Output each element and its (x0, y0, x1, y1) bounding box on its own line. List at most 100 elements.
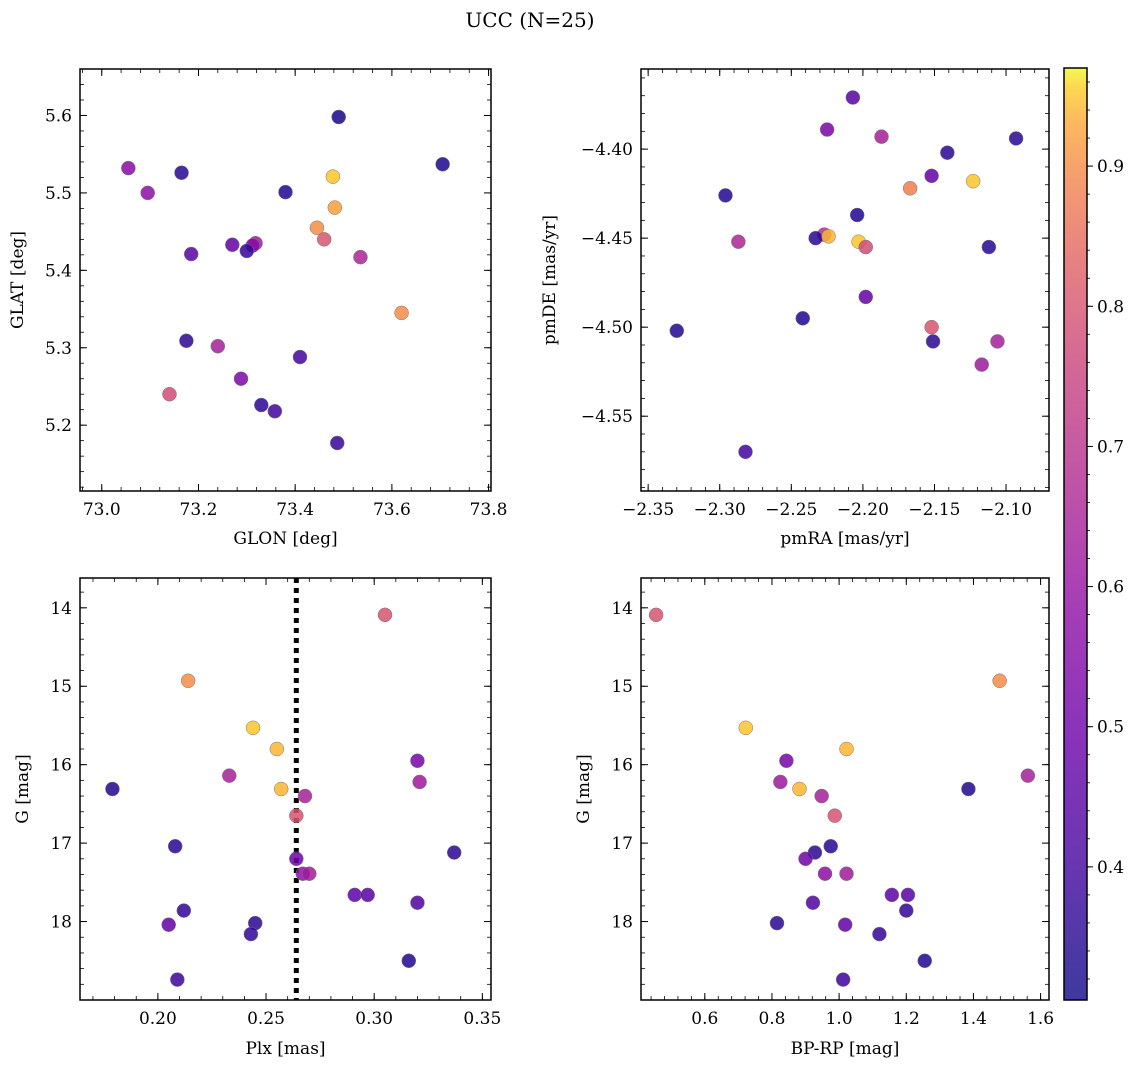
scatter-point (738, 720, 754, 736)
panel-frame (640, 577, 1050, 1001)
x-axis-label: BP-RP [mag] (791, 1039, 900, 1059)
scatter-point (1020, 768, 1036, 783)
panel-bprp-g: 0.6 0.8 1.0 1.2 1.4 1.6 14 15 16 17 18 BP-RP [mag]… (574, 577, 1054, 1059)
x-tick-label: 73.0 (83, 500, 121, 520)
x-tick-label: 73.8 (470, 500, 508, 520)
scatter-point (176, 903, 192, 918)
scatter-point (718, 188, 733, 203)
x-tick-label: 0.30 (355, 1009, 393, 1029)
scatter-point (360, 887, 375, 903)
y-axis-label: G [mag] (13, 754, 33, 823)
x-tick-label: 0.35 (463, 1009, 501, 1029)
scatter-point (917, 953, 933, 969)
x-tick-label: −2.30 (694, 500, 746, 520)
scatter-point (899, 903, 914, 918)
x-tick-label: −2.10 (980, 500, 1032, 520)
x-tick-label: −2.35 (622, 500, 674, 520)
scatter-point (446, 845, 462, 860)
x-tick-label: 0.25 (247, 1009, 285, 1029)
y-tick-label: 5.4 (45, 261, 72, 281)
scatter-point (394, 305, 409, 321)
scatter-point (174, 165, 189, 181)
scatter-point (925, 334, 941, 349)
scatter-point (289, 851, 304, 867)
scatter-point (731, 234, 746, 249)
scatter-point (180, 673, 196, 689)
x-tick-label: 1.2 (893, 1009, 920, 1029)
y-axis-label: pmDE [mas/yr] (540, 215, 560, 345)
y-tick-label: −4.50 (581, 318, 633, 338)
scatter-point (817, 866, 833, 881)
scatter-point (835, 972, 851, 987)
scatter-point (167, 839, 183, 854)
scatter-point (267, 403, 283, 419)
y-tick-label: −4.45 (581, 229, 633, 249)
scatter-point (648, 607, 664, 623)
scatter-point (990, 334, 1005, 349)
scatter-point (347, 887, 362, 903)
x-tick-label: 1.0 (826, 1009, 853, 1029)
scatter-point (779, 753, 794, 769)
y-tick-label: 16 (50, 756, 72, 776)
scatter-point (105, 781, 120, 797)
scatter-point (961, 781, 976, 797)
scatter-point (769, 915, 785, 931)
panel-glon-glat: 73.0 73.2 73.4 73.6 73.8 5.2 5.3 5.4 5.5 5.6 GLON… (8, 68, 508, 549)
scatter-point (269, 741, 285, 757)
scatter-point (940, 145, 955, 160)
scatter-point (121, 160, 136, 176)
scatter-point (183, 246, 199, 262)
scatter-point (773, 774, 788, 790)
scatter-point (353, 249, 368, 265)
y-axis-label: GLAT [deg] (8, 231, 28, 329)
x-tick-label: 0.8 (758, 1009, 785, 1029)
scatter-point (278, 184, 293, 200)
x-tick-label: −2.20 (837, 500, 889, 520)
scatter-point (140, 185, 155, 201)
x-tick-label: 73.2 (180, 500, 218, 520)
scatter-point (233, 371, 249, 386)
scatter-point (273, 781, 289, 797)
scatter-point (819, 122, 835, 137)
scatter-point (377, 607, 393, 623)
scatter-point (435, 156, 450, 172)
x-tick-label: 1.6 (1027, 1009, 1054, 1029)
panel-frame (640, 68, 1050, 492)
scatter-point (795, 311, 811, 326)
scatter-point (837, 917, 853, 932)
scatter-point (239, 243, 255, 259)
x-axis-label: Plx [mas] (245, 1039, 325, 1059)
scatter-point (814, 788, 829, 804)
scatter-point (924, 319, 939, 335)
scatter-point (858, 289, 874, 305)
scatter-point (410, 753, 425, 769)
scatter-point (292, 349, 308, 365)
colorbar-tick-label: 0.7 (1097, 437, 1124, 457)
panel-plx-g: 0.20 0.25 0.30 0.35 14 15 16 17 18 Plx [mas] G [… (13, 577, 501, 1059)
y-tick-label: 17 (611, 834, 633, 854)
x-tick-label: 73.4 (276, 500, 314, 520)
scatter-point (331, 109, 346, 125)
scatter-point (325, 169, 341, 184)
y-tick-label: 5.3 (45, 339, 72, 359)
figure-title: UCC (N=25) (465, 8, 594, 32)
scatter-point (924, 168, 939, 184)
scatter-point (849, 207, 865, 223)
scatter-point (297, 788, 313, 804)
scatter-point (1008, 131, 1024, 146)
scatter-point (410, 895, 425, 910)
scatter-point (884, 887, 900, 903)
scatter-point (981, 239, 997, 255)
x-axis-label: GLON [deg] (233, 529, 337, 549)
scatter-point (992, 673, 1007, 689)
scatter-point (210, 338, 226, 354)
x-tick-label: 1.4 (960, 1009, 987, 1029)
scatter-point (738, 444, 753, 460)
scatter-point (245, 720, 261, 736)
scatter-point (827, 808, 843, 823)
y-tick-label: 14 (611, 599, 633, 619)
scatter-point (179, 333, 194, 349)
scatter-point (225, 237, 240, 253)
y-tick-label: −4.40 (581, 140, 633, 160)
